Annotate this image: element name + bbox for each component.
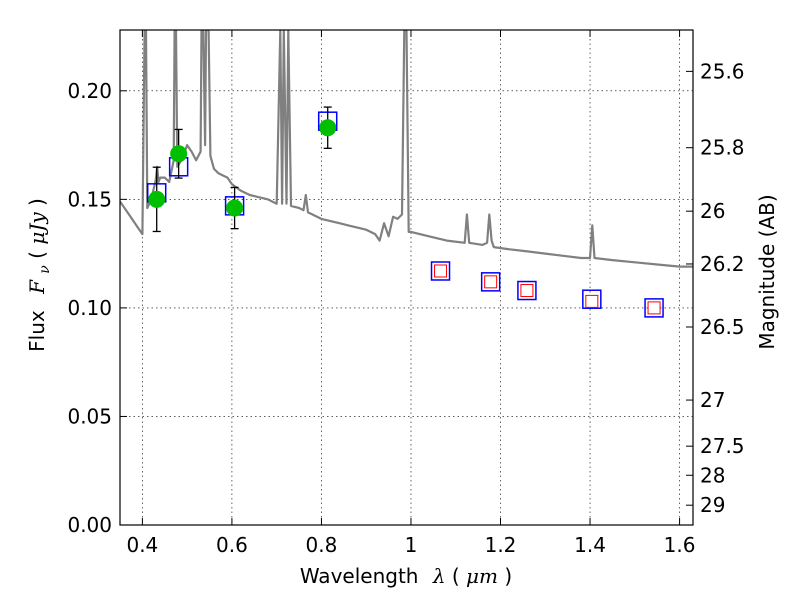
- observed-point: [148, 190, 166, 208]
- y-axis-title-close: ): [25, 198, 49, 206]
- right-axis-title: Magnitude (AB): [755, 194, 779, 349]
- x-tick-label: 1.2: [485, 533, 517, 557]
- predicted-square: [585, 294, 599, 308]
- x-axis-title-open: (: [452, 564, 460, 588]
- y-tick-label: 0.15: [67, 187, 112, 211]
- x-tick-label: 1.6: [664, 533, 696, 557]
- x-axis-title: Wavelength λ ( μm ): [300, 564, 512, 588]
- x-tick-label: 1: [405, 533, 418, 557]
- model-photometry-square: [480, 272, 501, 292]
- right-tick-label: 28: [700, 463, 725, 487]
- model-photometry-square: [430, 261, 451, 281]
- observed-point: [170, 145, 188, 163]
- predicted-square: [434, 264, 448, 278]
- predicted-square: [520, 284, 534, 298]
- observed-point: [319, 119, 337, 137]
- x-axis-title-prefix: Wavelength: [300, 564, 419, 588]
- right-tick-label: 27: [700, 388, 725, 412]
- model-photometry-square: [517, 280, 537, 301]
- right-tick-label: 25.8: [700, 136, 745, 160]
- x-axis-title-unit: μm: [466, 564, 498, 588]
- observed-point: [226, 199, 244, 217]
- model-spectrum-line: [120, 30, 693, 268]
- x-tick-label: 0.4: [126, 533, 158, 557]
- y-axis-title-symbol: F: [25, 279, 49, 295]
- x-tick-label: 0.6: [216, 533, 248, 557]
- plot-data: [120, 30, 693, 318]
- y-axis-title-unit: μJy: [25, 212, 49, 245]
- right-tick-label: 26.2: [700, 252, 745, 276]
- right-tick-label: 29: [700, 493, 725, 517]
- y-tick-label: 0.10: [67, 296, 112, 320]
- y-axis-title: Flux F ν ( μJy ): [25, 198, 54, 352]
- x-tick-label: 0.8: [306, 533, 338, 557]
- ticks: 0.4 0.6 0.8 1 1.2 1.4 1.6 0.00 0.05 0.10 0.15 0.20 2…: [67, 30, 745, 557]
- right-tick-label: 26: [700, 199, 725, 223]
- plot-frame: [119, 29, 694, 526]
- right-tick-label: 25.6: [700, 59, 745, 83]
- x-axis-title-symbol: λ: [432, 564, 446, 588]
- right-tick-label: 27.5: [700, 434, 745, 458]
- predicted-square: [647, 301, 661, 315]
- x-axis-title-close: ): [504, 564, 512, 588]
- y-tick-label: 0.00: [67, 513, 112, 537]
- right-tick-label: 26.5: [700, 315, 745, 339]
- y-axis-title-sub: ν: [37, 265, 53, 274]
- x-tick-label: 1.4: [574, 533, 606, 557]
- y-axis-title-prefix: Flux: [25, 310, 49, 352]
- model-photometry-square: [582, 289, 602, 309]
- y-tick-label: 0.05: [67, 404, 112, 428]
- y-tick-label: 0.20: [67, 79, 112, 103]
- model-photometry-square: [644, 298, 664, 318]
- predicted-square: [484, 275, 498, 289]
- y-axis-title-open: (: [25, 245, 49, 259]
